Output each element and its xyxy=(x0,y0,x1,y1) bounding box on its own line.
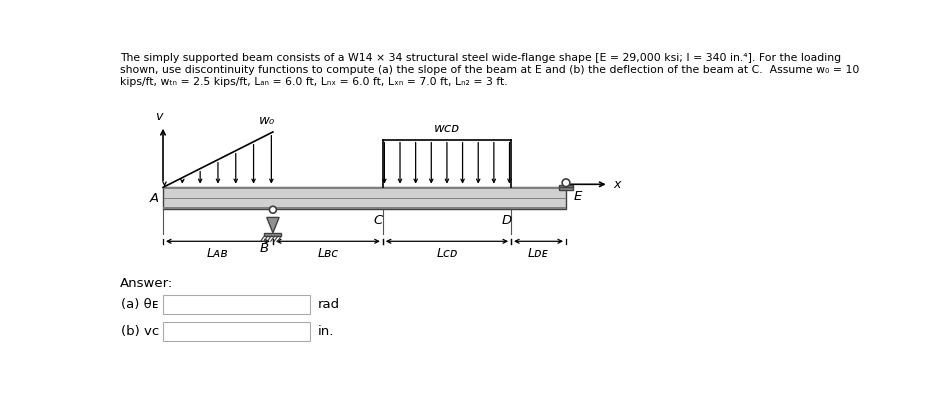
Text: rad: rad xyxy=(318,298,340,311)
Text: kips/ft, wₜₙ = 2.5 kips/ft, Lₐₙ = 6.0 ft, Lₙₓ = 6.0 ft, Lₓₙ = 7.0 ft, Lₙ₂ = 3 ft: kips/ft, wₜₙ = 2.5 kips/ft, Lₐₙ = 6.0 ft… xyxy=(120,76,508,86)
Bar xyxy=(163,188,566,209)
Bar xyxy=(163,188,566,189)
FancyBboxPatch shape xyxy=(163,295,310,314)
Bar xyxy=(265,233,281,236)
Circle shape xyxy=(562,179,569,187)
Text: w₀: w₀ xyxy=(258,114,275,127)
Text: The simply supported beam consists of a W14 × 34 structural steel wide-flange sh: The simply supported beam consists of a … xyxy=(120,53,842,64)
Text: in.: in. xyxy=(318,325,335,338)
Text: E: E xyxy=(574,190,582,203)
Text: (a) θᴇ =: (a) θᴇ = xyxy=(121,298,173,311)
Polygon shape xyxy=(267,217,279,233)
Text: v: v xyxy=(155,110,162,123)
Text: Lᴅᴇ: Lᴅᴇ xyxy=(528,247,549,261)
Circle shape xyxy=(269,206,277,213)
Bar xyxy=(163,207,566,209)
Text: Lᴄᴅ: Lᴄᴅ xyxy=(436,247,458,261)
Text: B: B xyxy=(260,242,269,255)
Text: x: x xyxy=(613,178,621,191)
Text: Answer:: Answer: xyxy=(120,277,173,290)
Text: A: A xyxy=(149,192,158,205)
Text: C: C xyxy=(374,214,383,227)
Bar xyxy=(559,185,573,187)
Text: wᴄᴅ: wᴄᴅ xyxy=(434,122,460,135)
Text: shown, use discontinuity functions to compute (a) the slope of the beam at E and: shown, use discontinuity functions to co… xyxy=(120,65,859,75)
Text: Lᴀʙ: Lᴀʙ xyxy=(207,247,228,261)
Text: Lʙᴄ: Lʙᴄ xyxy=(317,247,338,261)
Text: D: D xyxy=(501,214,512,227)
Text: (b) vᴄ =: (b) vᴄ = xyxy=(121,325,174,338)
Bar xyxy=(559,187,573,190)
FancyBboxPatch shape xyxy=(163,322,310,341)
